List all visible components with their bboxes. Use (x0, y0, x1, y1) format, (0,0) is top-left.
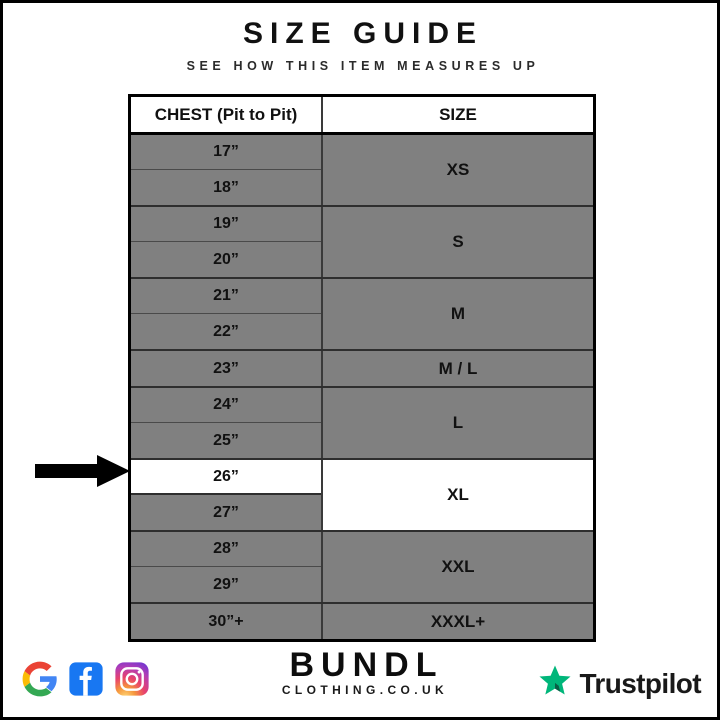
chest-cell: 23” (213, 359, 239, 377)
size-group-xl: 26” 27” XL (131, 460, 593, 532)
size-cell: XS (446, 160, 470, 179)
page-subtitle: SEE HOW THIS ITEM MEASURES UP (186, 59, 540, 73)
trustpilot-wordmark: Trustpilot (579, 667, 701, 699)
size-group-xxxl: 30”+ XXXL+ (131, 604, 593, 639)
chest-column: 23” (131, 351, 323, 386)
column-header-chest: CHEST (Pit to Pit) (131, 97, 323, 132)
size-cell: XXXL+ (430, 611, 486, 631)
chest-column: 28” 29” (131, 532, 323, 602)
chest-cell: 22” (213, 322, 239, 340)
size-group-m: 21” 22” M (131, 279, 593, 351)
chest-cell: 30”+ (208, 612, 244, 630)
chest-cell: 28” (131, 532, 321, 567)
arrow-right-icon (35, 455, 130, 487)
size-cell: XL (323, 460, 593, 530)
table-header-row: CHEST (Pit to Pit) SIZE (131, 97, 593, 135)
facebook-icon[interactable] (67, 660, 105, 698)
chest-cell: 18” (213, 178, 239, 196)
chest-cell: 26” (131, 460, 321, 495)
size-cell: M / L (438, 358, 478, 378)
table-body: 17” 18” XS 19” 20” S 21” 22” M 23” M / L 24” 25” L 26”… (131, 135, 593, 639)
size-group-m-l: 23” M / L (131, 351, 593, 388)
google-icon[interactable] (21, 660, 59, 698)
chest-column: 30”+ (131, 604, 323, 639)
size-cell: XXL (441, 557, 475, 576)
chest-column: 17” 18” (131, 135, 323, 205)
chest-cell: 24” (131, 388, 321, 423)
chest-column: 19” 20” (131, 207, 323, 277)
size-group-xs: 17” 18” XS (131, 135, 593, 207)
chest-cell: 19” (131, 207, 321, 242)
instagram-icon[interactable] (113, 660, 151, 698)
chest-cell: 27” (131, 495, 321, 530)
social-links[interactable] (21, 660, 151, 698)
page-title: SIZE GUIDE (242, 17, 484, 50)
chest-column: 26” 27” (131, 460, 323, 530)
size-cell: M (450, 304, 466, 323)
trustpilot-logo[interactable]: Trustpilot (537, 663, 702, 704)
size-table: CHEST (Pit to Pit) SIZE 17” 18” XS 19” 20” S 2… (128, 94, 596, 642)
chest-column: 24” 25” (131, 388, 323, 458)
chest-cell: 25” (213, 431, 239, 449)
chest-cell: 17” (131, 135, 321, 170)
size-group-s: 19” 20” S (131, 207, 593, 279)
size-group-l: 24” 25” L (131, 388, 593, 460)
size-cell: S (452, 232, 464, 251)
chest-column: 21” 22” (131, 279, 323, 349)
chest-cell: 29” (213, 575, 239, 593)
chest-cell: 21” (131, 279, 321, 314)
size-group-xxl: 28” 29” XXL (131, 532, 593, 604)
header: SIZE GUIDE SEE HOW THIS ITEM MEASURES UP (3, 17, 720, 74)
trustpilot-star-icon (537, 663, 573, 704)
column-header-size: SIZE (439, 104, 477, 124)
size-cell: L (452, 413, 464, 432)
chest-cell: 20” (213, 250, 239, 268)
